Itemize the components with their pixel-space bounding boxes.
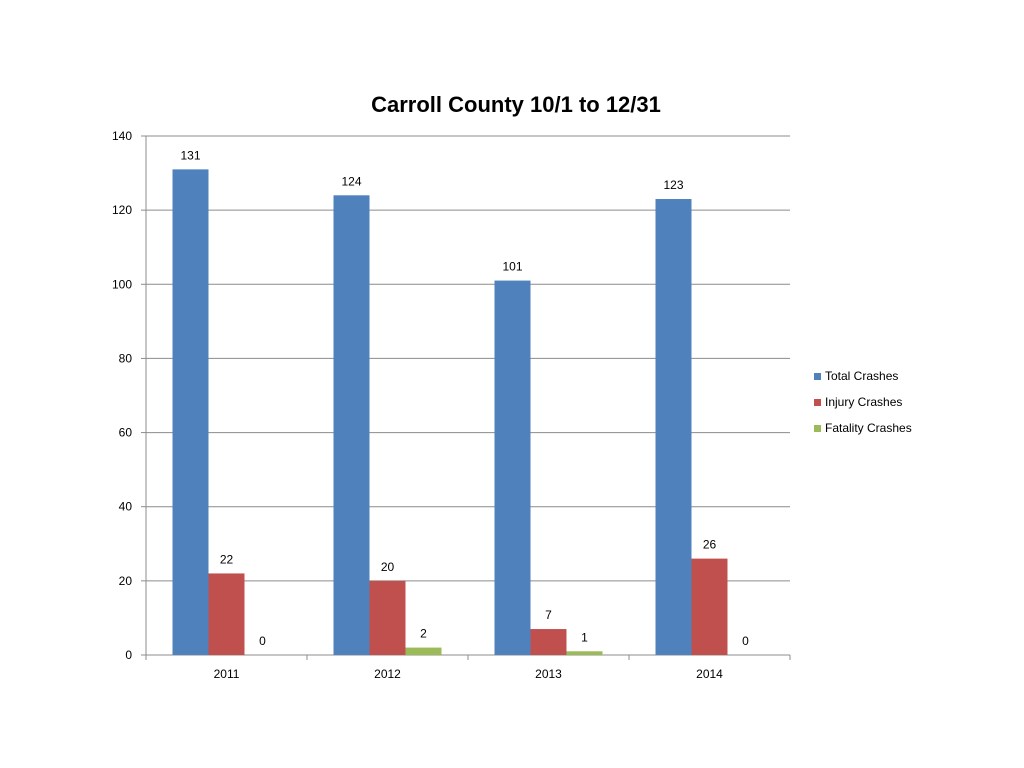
data-label: 0: [259, 634, 266, 648]
y-tick-label: 60: [119, 426, 133, 440]
data-label: 22: [220, 552, 234, 566]
bar: [333, 195, 370, 656]
data-label: 0: [742, 634, 749, 648]
bar: [494, 280, 531, 655]
y-axis: 0 20 40 60 80 100 120 140: [112, 129, 147, 662]
legend-label: Fatality Crashes: [825, 421, 912, 435]
bar: [405, 647, 442, 655]
x-tick-label: 2012: [374, 667, 401, 681]
gridlines: [146, 135, 790, 656]
y-tick-label: 40: [119, 500, 133, 514]
y-tick-label: 120: [112, 203, 132, 217]
bar: [566, 651, 603, 655]
legend-label: Total Crashes: [825, 369, 898, 383]
x-axis: 2011 2012 2013 2014: [145, 654, 791, 681]
data-label: 7: [545, 608, 552, 622]
bars: [172, 169, 728, 656]
bar: [208, 573, 245, 655]
bar: [691, 558, 728, 655]
y-tick-label: 80: [119, 351, 133, 365]
chart-title: Carroll County 10/1 to 12/31: [371, 92, 661, 117]
data-label: 2: [420, 627, 427, 641]
data-label: 124: [341, 174, 361, 188]
legend: Total Crashes Injury Crashes Fatality Cras…: [814, 369, 912, 435]
data-label: 123: [663, 178, 683, 192]
legend-swatch: [814, 399, 821, 406]
legend-label: Injury Crashes: [825, 395, 902, 409]
bar: [172, 169, 209, 655]
bar: [369, 580, 406, 655]
y-tick-label: 20: [119, 574, 133, 588]
legend-swatch: [814, 425, 821, 432]
data-label: 20: [381, 560, 395, 574]
y-tick-label: 100: [112, 277, 132, 291]
y-tick-label: 0: [125, 648, 132, 662]
data-label: 26: [703, 538, 717, 552]
data-labels: 131 22 0 124 20 2 101 7 1 123 26 0: [180, 148, 749, 648]
x-tick-label: 2014: [696, 667, 723, 681]
x-tick-label: 2013: [535, 667, 562, 681]
x-tick-label: 2011: [214, 667, 240, 681]
legend-swatch: [814, 373, 821, 380]
data-label: 1: [581, 630, 588, 644]
data-label: 101: [502, 260, 522, 274]
y-tick-label: 140: [112, 129, 132, 143]
data-label: 131: [180, 148, 200, 162]
bar: [655, 199, 692, 655]
bar: [530, 629, 567, 655]
